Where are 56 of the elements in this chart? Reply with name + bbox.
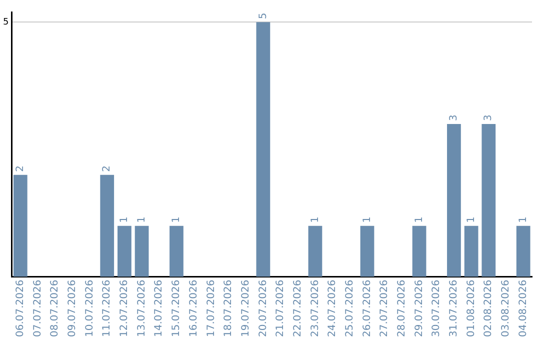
x-tick-label: 18.07.2026	[223, 280, 234, 338]
bar	[308, 226, 322, 277]
bar	[482, 124, 496, 277]
x-tick-label: 09.07.2026	[67, 280, 78, 338]
data-label: 1	[362, 216, 373, 223]
bar	[100, 174, 114, 277]
x-tick-label: 17.07.2026	[206, 280, 217, 338]
x-tick-label: 26.07.2026	[362, 280, 373, 338]
x-tick-label: 11.07.2026	[102, 280, 113, 338]
x-tick-label: 31.07.2026	[448, 280, 460, 338]
x-tick-label: 27.07.2026	[379, 280, 390, 338]
bar	[447, 124, 461, 277]
x-tick-label: 21.07.2026	[275, 280, 286, 338]
bar	[516, 226, 530, 277]
x-tick-label: 02.08.2026	[483, 280, 494, 338]
data-label: 1	[414, 216, 425, 223]
bar	[118, 226, 132, 277]
x-tick-label: 01.08.2026	[466, 280, 477, 338]
data-label: 1	[136, 216, 148, 223]
bar	[412, 226, 426, 277]
bar	[256, 22, 270, 277]
data-label: 1	[310, 216, 321, 223]
x-tick-label: 08.07.2026	[50, 280, 61, 338]
data-label: 1	[119, 216, 130, 223]
bar	[134, 226, 149, 277]
bar	[360, 226, 374, 277]
x-tick-label: 22.07.2026	[292, 280, 304, 338]
data-label: 1	[171, 216, 182, 223]
x-tick-label: 07.07.2026	[32, 280, 44, 338]
bar	[170, 226, 184, 277]
data-label: 2	[14, 166, 26, 172]
data-label: 1	[466, 216, 477, 223]
x-tick-label: 06.07.2026	[14, 280, 26, 338]
x-tick-label: 10.07.2026	[84, 280, 96, 338]
x-tick-label: 03.08.2026	[500, 280, 512, 338]
x-tick-label: 20.07.2026	[258, 280, 269, 338]
x-tick-label: 19.07.2026	[240, 280, 252, 338]
x-tick-label: 29.07.2026	[414, 280, 425, 338]
x-tick-label: 25.07.2026	[344, 280, 356, 338]
x-tick-label: 28.07.2026	[396, 280, 408, 338]
data-label: 3	[483, 114, 494, 122]
x-tick-label: 15.07.2026	[171, 280, 182, 338]
data-label: 5	[258, 12, 269, 20]
data-label: 2	[102, 166, 113, 172]
x-tick-label: 04.08.2026	[518, 280, 529, 338]
data-label: 1	[518, 216, 529, 223]
data-label: 3	[448, 114, 460, 122]
x-tick-label: 14.07.2026	[154, 280, 165, 338]
x-tick-label: 13.07.2026	[136, 280, 148, 338]
x-tick-label: 30.07.2026	[431, 280, 442, 338]
x-tick-label: 23.07.2026	[310, 280, 321, 338]
x-tick-label: 16.07.2026	[188, 280, 200, 338]
bar	[464, 226, 478, 277]
x-tick-label: 24.07.2026	[327, 280, 338, 338]
x-tick-label: 12.07.2026	[119, 280, 130, 338]
bar	[13, 174, 28, 277]
